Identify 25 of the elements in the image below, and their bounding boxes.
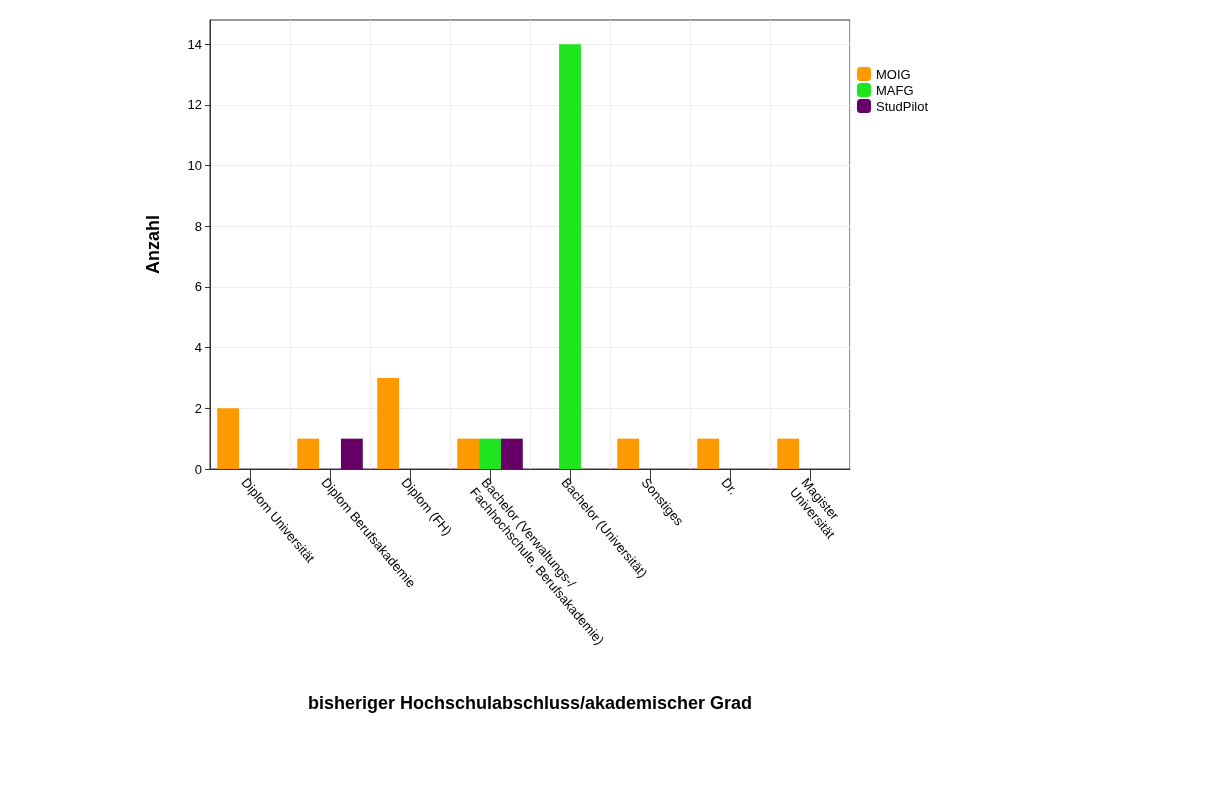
y-tick-label: 10	[187, 158, 202, 174]
bar	[457, 438, 480, 469]
bar	[500, 438, 523, 469]
legend-label: MAFG	[876, 82, 914, 98]
bar	[777, 438, 800, 469]
x-axis-title: bisheriger Hochschulabschluss/akademischer Grad	[307, 693, 753, 713]
bar	[559, 44, 581, 469]
x-tick-label: Dr.	[718, 475, 741, 498]
bar	[217, 408, 240, 469]
legend-label: StudPilot	[876, 98, 929, 114]
y-axis-title: Anzahl	[143, 214, 163, 275]
y-tick-label: 12	[187, 97, 202, 113]
y-tick-label: 6	[194, 279, 202, 295]
y-tick-label: 0	[194, 461, 202, 477]
y-tick-label: 4	[194, 340, 202, 356]
legend-label: MOIG	[876, 66, 911, 82]
bar	[697, 438, 720, 469]
bar	[479, 438, 501, 469]
y-tick-label: 14	[187, 36, 202, 52]
y-tick-label: 8	[194, 218, 202, 234]
bar	[340, 438, 363, 469]
bar	[617, 438, 640, 469]
bar	[377, 377, 400, 469]
y-tick-label: 2	[194, 400, 202, 416]
bar	[297, 438, 320, 469]
